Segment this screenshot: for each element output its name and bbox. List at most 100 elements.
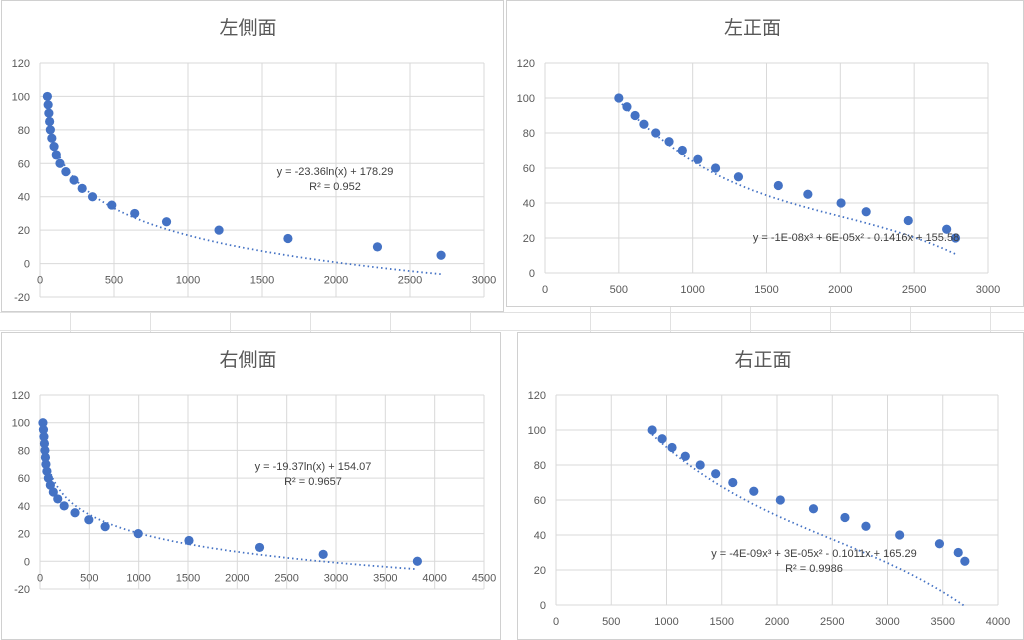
data-point[interactable]	[728, 477, 738, 488]
data-point[interactable]	[87, 192, 98, 202]
y-tick-label: 60	[523, 163, 535, 175]
data-point[interactable]	[70, 508, 80, 518]
data-point[interactable]	[100, 522, 110, 532]
data-point[interactable]	[40, 452, 51, 462]
data-point[interactable]	[69, 175, 79, 185]
x-tick-label: 500	[602, 616, 620, 628]
data-point[interactable]	[647, 425, 657, 435]
data-point[interactable]	[436, 250, 446, 260]
x-tick-label: 1000	[126, 572, 150, 584]
chart-right-front[interactable]: 右正面 0 20 40 60 80 100 120 0 500 1000 1500 2000 2500 30…	[517, 332, 1024, 640]
data-point[interactable]	[934, 539, 945, 549]
data-point[interactable]	[53, 494, 63, 504]
data-point[interactable]	[733, 172, 744, 182]
data-point[interactable]	[651, 128, 661, 138]
data-point[interactable]	[664, 137, 674, 147]
data-point[interactable]	[953, 547, 963, 558]
data-point[interactable]	[693, 154, 703, 164]
data-point[interactable]	[39, 431, 49, 442]
chart-left-front-svg: 左正面 0 20 40 60 80 100 120 0 500 1000 1500 2000 2500 30…	[517, 17, 1001, 296]
chart-title: 左側面	[219, 17, 276, 39]
data-point[interactable]	[214, 225, 224, 235]
data-point[interactable]	[59, 501, 69, 511]
data-point[interactable]	[950, 233, 961, 243]
y-tick-label: 20	[18, 529, 30, 541]
data-point[interactable]	[614, 93, 624, 103]
data-point[interactable]	[44, 108, 54, 118]
y-tick-label: 0	[24, 259, 30, 271]
data-point[interactable]	[55, 158, 65, 168]
data-point[interactable]	[677, 145, 687, 156]
data-point[interactable]	[49, 141, 59, 152]
chart-left-front[interactable]: 左正面 0 20 40 60 80 100 120 0 500 1000 1500 2000 2500 30…	[506, 0, 1024, 307]
y-tick-label: 100	[517, 93, 535, 105]
data-point[interactable]	[45, 125, 55, 135]
data-point[interactable]	[960, 556, 970, 566]
data-point[interactable]	[803, 189, 813, 199]
data-point[interactable]	[41, 459, 51, 469]
data-point[interactable]	[836, 198, 846, 208]
data-point[interactable]	[77, 183, 87, 193]
data-point[interactable]	[130, 208, 140, 219]
data-point[interactable]	[775, 495, 785, 505]
data-point[interactable]	[711, 469, 721, 479]
y-tick-label: 120	[517, 58, 535, 70]
y-tick-label: 60	[534, 495, 546, 507]
y-tick-label: 120	[528, 390, 546, 402]
data-point[interactable]	[942, 224, 952, 234]
y-tick-label: 60	[18, 473, 30, 485]
data-point[interactable]	[318, 549, 328, 559]
data-point[interactable]	[808, 504, 819, 514]
data-point[interactable]	[667, 442, 677, 453]
chart-right-side[interactable]: 右側面 -20 0 20 40 60 80 100 120 0 500 1000 1500 2000 250…	[1, 332, 501, 640]
x-tick-label: 2500	[398, 275, 422, 287]
data-point[interactable]	[161, 217, 172, 227]
data-point[interactable]	[133, 528, 143, 539]
data-point[interactable]	[895, 530, 905, 540]
y-tick-label: 0	[529, 268, 535, 280]
data-point[interactable]	[51, 150, 61, 160]
data-point[interactable]	[47, 133, 57, 143]
chart-left-side-svg: 左側面 -20 0 20 40 60 80 100 120 0 500 1000 1500 2000 250…	[12, 17, 497, 304]
data-point[interactable]	[710, 163, 721, 173]
data-point[interactable]	[861, 521, 871, 531]
data-point[interactable]	[45, 116, 55, 127]
data-point[interactable]	[903, 215, 913, 226]
data-point[interactable]	[42, 91, 53, 102]
data-point[interactable]	[622, 102, 632, 112]
chart-left-side[interactable]: 左側面 -20 0 20 40 60 80 100 120 0 500 1000 1500 2000 250…	[1, 0, 504, 312]
data-point[interactable]	[48, 487, 58, 497]
data-point[interactable]	[861, 207, 871, 217]
data-point[interactable]	[43, 473, 53, 483]
data-point[interactable]	[630, 110, 640, 121]
data-point[interactable]	[40, 445, 50, 456]
data-point[interactable]	[38, 425, 49, 435]
data-point[interactable]	[283, 233, 293, 244]
data-point[interactable]	[42, 466, 52, 476]
x-tick-label: 1000	[680, 284, 704, 296]
trendline	[618, 99, 956, 255]
data-point[interactable]	[45, 480, 55, 490]
data-point[interactable]	[773, 180, 783, 191]
data-point[interactable]	[38, 418, 48, 428]
data-point[interactable]	[657, 434, 667, 444]
data-point[interactable]	[840, 512, 850, 523]
data-point[interactable]	[254, 542, 265, 553]
data-point[interactable]	[61, 167, 71, 177]
y-tick-label: 20	[523, 233, 535, 245]
data-point[interactable]	[39, 438, 50, 449]
y-tick-label: 60	[18, 158, 30, 170]
x-tick-label: 2500	[274, 572, 298, 584]
data-point[interactable]	[107, 200, 117, 210]
data-point[interactable]	[43, 100, 53, 110]
data-point[interactable]	[184, 535, 194, 546]
data-point[interactable]	[695, 460, 705, 470]
data-point[interactable]	[639, 119, 649, 129]
trendline-r-squared: R² = 0.9657	[284, 476, 342, 488]
data-point[interactable]	[680, 451, 690, 461]
data-point[interactable]	[84, 515, 94, 525]
data-point[interactable]	[372, 242, 383, 252]
data-point[interactable]	[749, 486, 759, 496]
data-point[interactable]	[412, 556, 422, 566]
